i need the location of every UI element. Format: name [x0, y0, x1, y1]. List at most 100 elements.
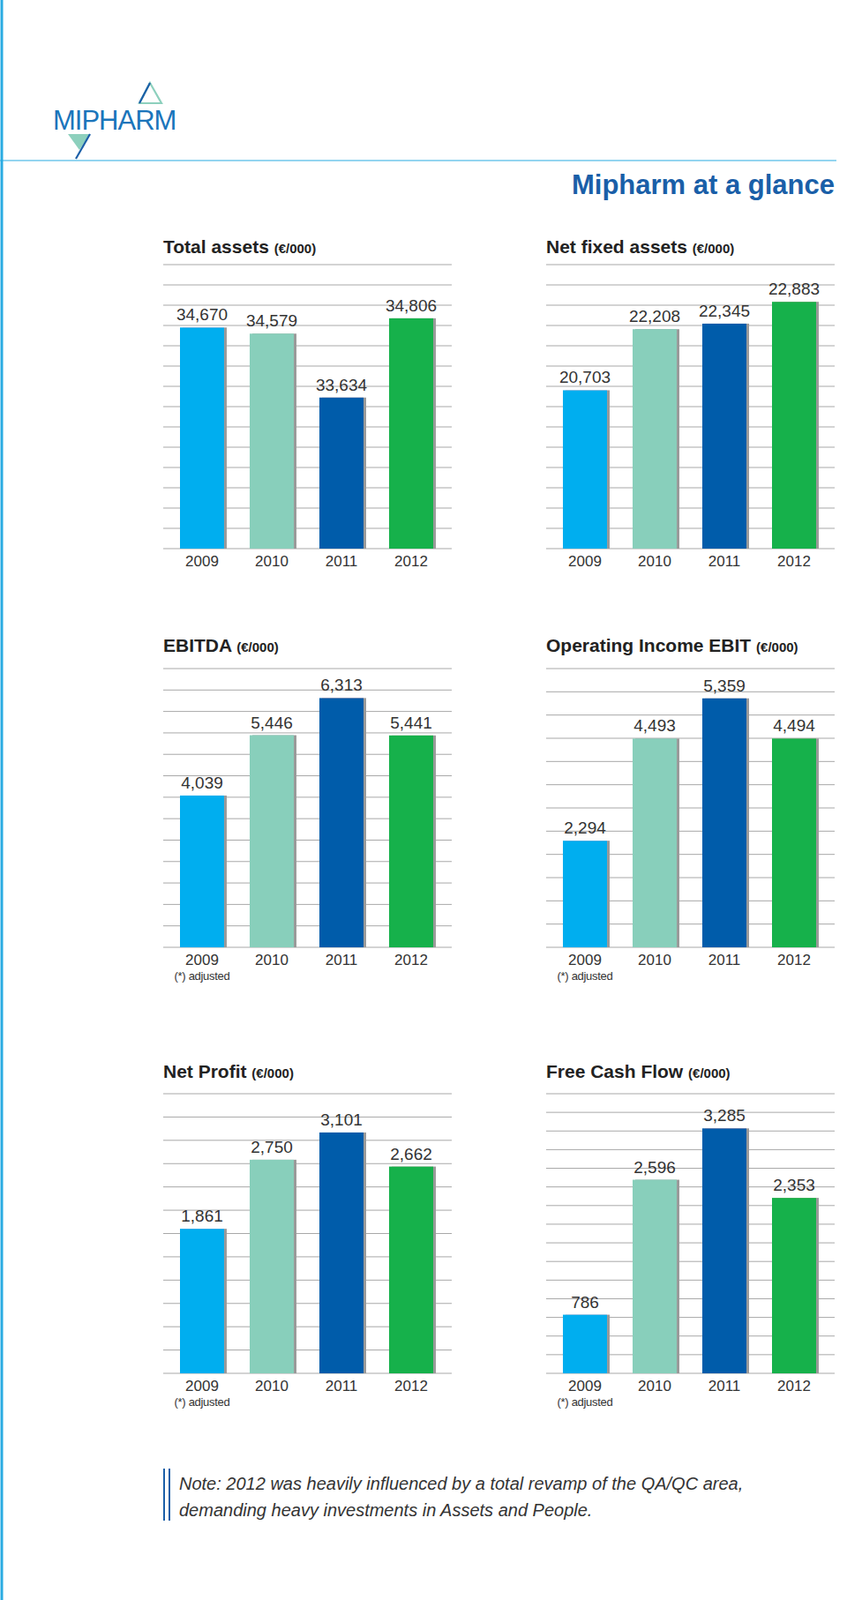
bar: [562, 389, 608, 549]
data-label: 33,634: [315, 375, 368, 395]
grid-line: [163, 1163, 452, 1165]
data-label: 2,596: [633, 1158, 676, 1177]
chart-title-text: Net Profit: [163, 1061, 252, 1082]
category-label: 2010: [637, 1378, 672, 1395]
category-label: 2012: [777, 553, 811, 570]
chart-units: (€/000): [688, 1065, 731, 1081]
data-label: 2,294: [563, 818, 607, 838]
chart-title: Net fixed assets (€/000): [546, 236, 735, 257]
chart-title: Total assets (€/000): [163, 236, 316, 257]
bar: [389, 1167, 434, 1374]
bar: [562, 840, 608, 948]
chart-title: Free Cash Flow (€/000): [546, 1061, 731, 1082]
grid-line: [163, 668, 452, 670]
bar: [702, 698, 747, 948]
header-rule: [0, 159, 837, 161]
data-label: 5,441: [389, 713, 433, 733]
data-label: 2,662: [389, 1145, 433, 1164]
bars: [179, 697, 434, 948]
category-label: 2009: [185, 1378, 219, 1395]
logo-stroke: [139, 82, 150, 104]
value-axis: [163, 264, 165, 549]
category-label: 2009: [185, 951, 219, 969]
chart-title-text: Total assets: [163, 236, 275, 257]
labels: 34,670200934,579201033,634201134,8062012: [176, 296, 437, 570]
note-line: demanding heavy investments in Assets an…: [179, 1500, 593, 1521]
data-label: 5,446: [250, 713, 293, 733]
data-label: 20,703: [559, 367, 611, 387]
chart-title: Net Profit (€/000): [163, 1061, 294, 1082]
logo-stroke: [75, 134, 90, 159]
data-label: 34,670: [176, 305, 228, 324]
value-axis: [163, 1094, 165, 1374]
bar: [632, 329, 677, 549]
category-label: 2011: [708, 951, 742, 969]
category-label: 2012: [777, 951, 811, 969]
data-label: 34,806: [385, 296, 437, 315]
grid-line: [546, 714, 835, 716]
bars: [562, 698, 817, 948]
bar: [772, 738, 817, 948]
data-label: 4,039: [180, 773, 224, 793]
chart: Net Profit (€/000)1,8612009(*) adjusted2…: [163, 1061, 452, 1410]
category-label: 2011: [325, 1378, 359, 1395]
note: Note: 2012 was heavily influenced by a t…: [164, 1469, 743, 1522]
note-bar: [163, 1469, 165, 1522]
data-label: 3,101: [320, 1110, 363, 1130]
data-label: 34,579: [246, 311, 298, 330]
category-label: 2011: [325, 553, 359, 570]
bar: [389, 318, 434, 549]
grid-line: [163, 1094, 452, 1095]
footnote: (*) adjusted: [557, 1395, 614, 1410]
grid-line: [546, 1094, 835, 1095]
labels: 4,0392009(*) adjusted5,44620106,31320115…: [174, 675, 433, 983]
data-label: 4,493: [633, 716, 676, 735]
data-label: 22,345: [698, 301, 750, 321]
bar: [179, 327, 225, 549]
bar: [389, 735, 434, 948]
category-label: 2012: [394, 1378, 428, 1395]
labels: 2,2942009(*) adjusted4,49320105,35920114…: [557, 676, 817, 983]
category-label: 2011: [325, 951, 359, 969]
bar: [179, 1229, 225, 1374]
grid-line: [546, 1149, 835, 1151]
bar: [249, 333, 294, 549]
grid-line: [546, 1131, 835, 1132]
bar: [632, 1180, 677, 1374]
chart-units: (€/000): [274, 240, 317, 256]
chart-title: EBITDA (€/000): [163, 635, 279, 656]
bar: [249, 735, 294, 948]
page-title: Mipharm at a glance: [571, 169, 835, 201]
category-label: 2009: [185, 553, 219, 570]
bars: [179, 1132, 434, 1374]
page: MIPHARM Mipharm at a glance Total assets (…: [0, 0, 847, 1600]
note-line: Note: 2012 was heavily influenced by a t…: [179, 1474, 743, 1494]
logo-text: MIPHARM: [52, 104, 176, 136]
footnote: (*) adjusted: [174, 969, 231, 983]
grid-line: [163, 689, 452, 691]
grid-line: [546, 691, 835, 693]
labels: 7862009(*) adjusted2,59620103,28520112,3…: [557, 1106, 816, 1410]
chart: Operating Income EBIT (€/000)2,2942009(*…: [546, 635, 835, 983]
grid-line: [546, 1112, 835, 1114]
bar: [562, 1315, 608, 1374]
data-label: 5,359: [703, 676, 746, 696]
grid-line: [546, 264, 835, 266]
chart-title: Operating Income EBIT (€/000): [546, 635, 799, 656]
data-label: 22,208: [629, 307, 681, 326]
category-label: 2010: [254, 553, 289, 570]
category-label: 2010: [254, 1378, 289, 1395]
data-label: 22,883: [768, 279, 820, 299]
labels: 20,703200922,208201022,345201122,8832012: [559, 279, 820, 570]
grid-line: [163, 284, 452, 286]
category-label: 2010: [637, 951, 672, 969]
bar: [772, 1198, 817, 1374]
chart-units: (€/000): [251, 1065, 294, 1081]
bars: [562, 301, 817, 549]
chart-units: (€/000): [756, 639, 799, 655]
labels: 1,8612009(*) adjusted2,75020103,10120112…: [174, 1110, 433, 1410]
grid-line: [163, 711, 452, 713]
logo: MIPHARM: [52, 82, 176, 159]
data-label: 6,313: [320, 675, 363, 695]
bar: [319, 397, 364, 549]
